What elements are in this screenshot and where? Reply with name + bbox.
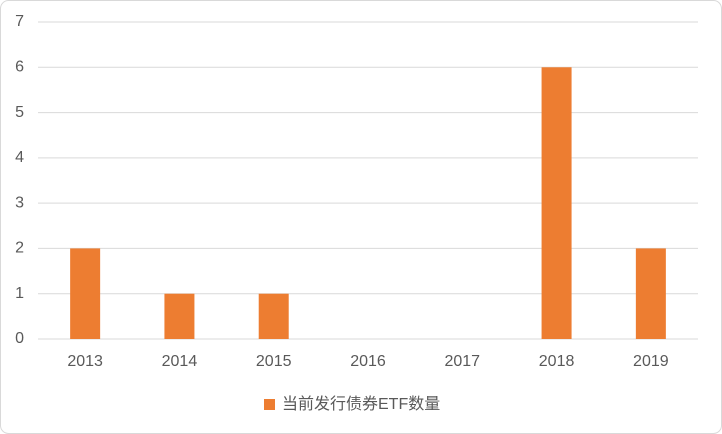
- x-tick-label: 2017: [444, 353, 480, 370]
- x-tick-label: 2013: [67, 353, 103, 370]
- y-tick-label: 1: [15, 285, 24, 302]
- y-tick-label: 7: [15, 13, 24, 30]
- y-tick-label: 6: [15, 59, 24, 76]
- y-tick-label: 3: [15, 194, 24, 211]
- x-tick-label: 2015: [256, 353, 292, 370]
- bar: [541, 67, 572, 340]
- bar: [164, 293, 195, 339]
- bar: [635, 248, 666, 339]
- y-tick-label: 5: [15, 104, 24, 121]
- x-tick-label: 2019: [633, 353, 669, 370]
- y-tick-label: 2: [15, 240, 24, 257]
- y-tick-label: 0: [15, 330, 24, 347]
- legend-swatch: [264, 399, 275, 410]
- bar: [70, 248, 101, 339]
- legend-label: 当前发行债券ETF数量: [282, 395, 440, 413]
- x-tick-label: 2016: [350, 353, 386, 370]
- x-tick-label: 2014: [162, 353, 198, 370]
- bar: [258, 293, 289, 339]
- y-tick-label: 4: [15, 149, 24, 166]
- x-tick-label: 2018: [539, 353, 575, 370]
